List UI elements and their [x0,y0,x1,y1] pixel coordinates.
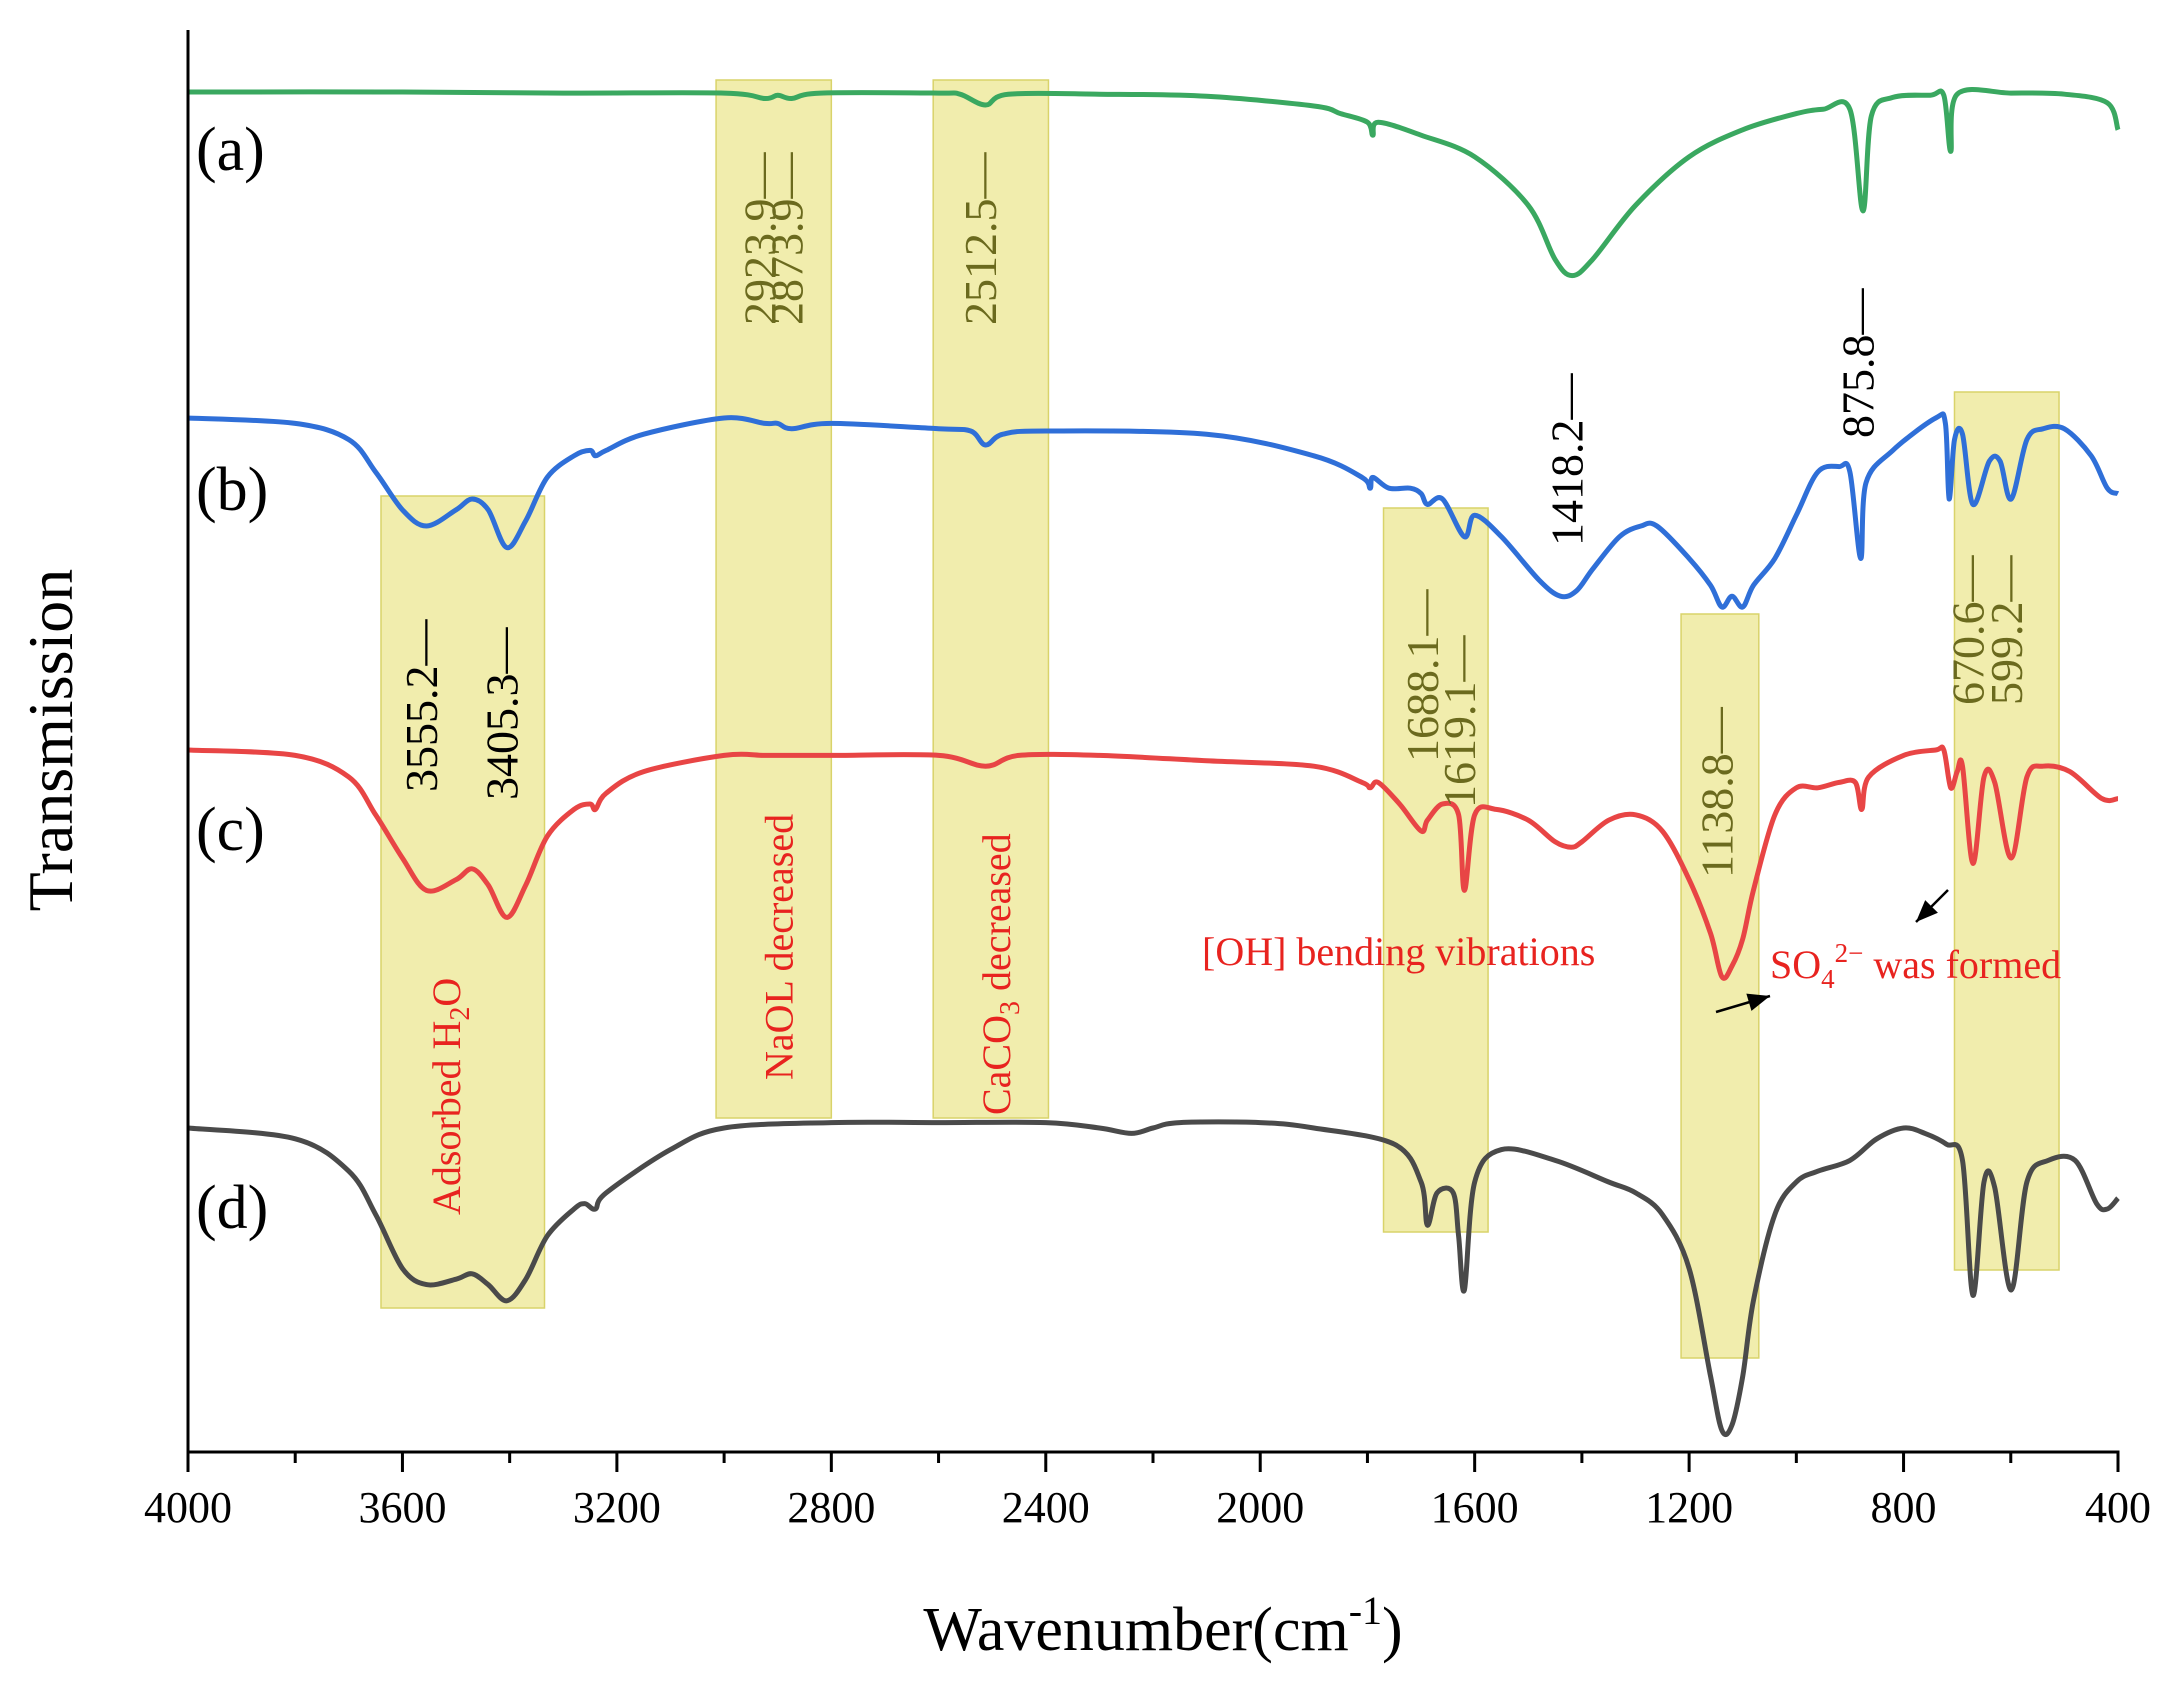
x-tick-label-10: 400 [2085,1483,2151,1532]
annotation-so4-formed: SO42− was formed [1770,938,2061,994]
highlight-band-5 [1680,613,1760,1359]
x-tick-label-2: 3600 [358,1483,446,1532]
peak-label-8: 1688.1— [1397,589,1448,763]
x-tick-label-6: 2000 [1216,1483,1304,1532]
curve-name-2: (b) [196,456,268,524]
x-tick-label-5: 2400 [1002,1483,1090,1532]
x-tick-label-8: 1200 [1645,1483,1733,1532]
peak-labels: 2923.9—2873.9— 2512.5— 1418.2— 875.8— 3555.2… [396,151,2032,878]
curve-name-1: (a) [196,116,265,184]
peak-label-3: 2512.5— [955,151,1006,325]
annotations: [OH] bending vibrations SO42− was formed [1202,889,2061,1014]
arrow-from-so4-peaks-head [1916,900,1938,922]
arrow-to-so4-head [1746,993,1770,1011]
peak-label-6: 3555.2— [396,619,447,793]
axes: 4000 3600 3200 2800 2400 2000 1600 1200 800 400 Wa… [15,30,2151,1664]
highlight-band-2 [715,79,833,1119]
band-label-1: Adsorbed H2O [424,978,476,1215]
x-tick-label-4: 2800 [787,1483,875,1532]
peak-label-12: 599.2— [1981,555,2032,705]
arrow-to-so4 [1715,993,1771,1014]
peak-label-4: 1418.2— [1542,373,1593,547]
highlight-band-6 [1953,391,2060,1271]
series-line-3 [187,744,2119,981]
highlight-bands [380,79,2060,1359]
peak-label-7: 3405.3— [476,627,527,801]
series-line-2 [187,411,2120,610]
annotation-oh-bending: [OH] bending vibrations [1202,929,1595,974]
band-label-3: CaCO3 decreased [974,833,1026,1115]
x-tick-label-9: 800 [1871,1483,1937,1532]
curve-name-4: (d) [196,1174,268,1242]
peak-label-1: 2923.9— [734,152,785,326]
highlight-band-4 [1382,507,1489,1233]
x-axis-label: Wavenumber(cm-1) [923,1588,1402,1664]
peak-label-10: 1138.8— [1691,706,1742,878]
curve-name-3: (c) [196,796,265,864]
peak-label-11: 670.6— [1942,555,1993,705]
arrow-from-so4-peaks [1915,889,1949,923]
highlight-band-3 [932,79,1050,1119]
band-labels: Adsorbed H2O NaOL decreased CaCO3 decrease… [424,814,1026,1215]
peak-label-5: 875.8— [1832,288,1883,439]
series-line-4 [187,1119,2120,1438]
x-tick-label-1: 4000 [144,1483,232,1532]
series-line-1 [187,87,2121,279]
x-tick-label-7: 1600 [1431,1483,1519,1532]
peak-label-2: 2873.9— [761,152,812,326]
curve-names: (a) (b) (c) (d) [196,116,268,1242]
y-axis-label: Transmission [15,569,86,912]
peak-label-9: 1619.1— [1434,635,1485,809]
spectra-series [187,87,2121,1438]
band-label-2: NaOL decreased [757,814,802,1080]
x-tick-label-3: 3200 [573,1483,661,1532]
